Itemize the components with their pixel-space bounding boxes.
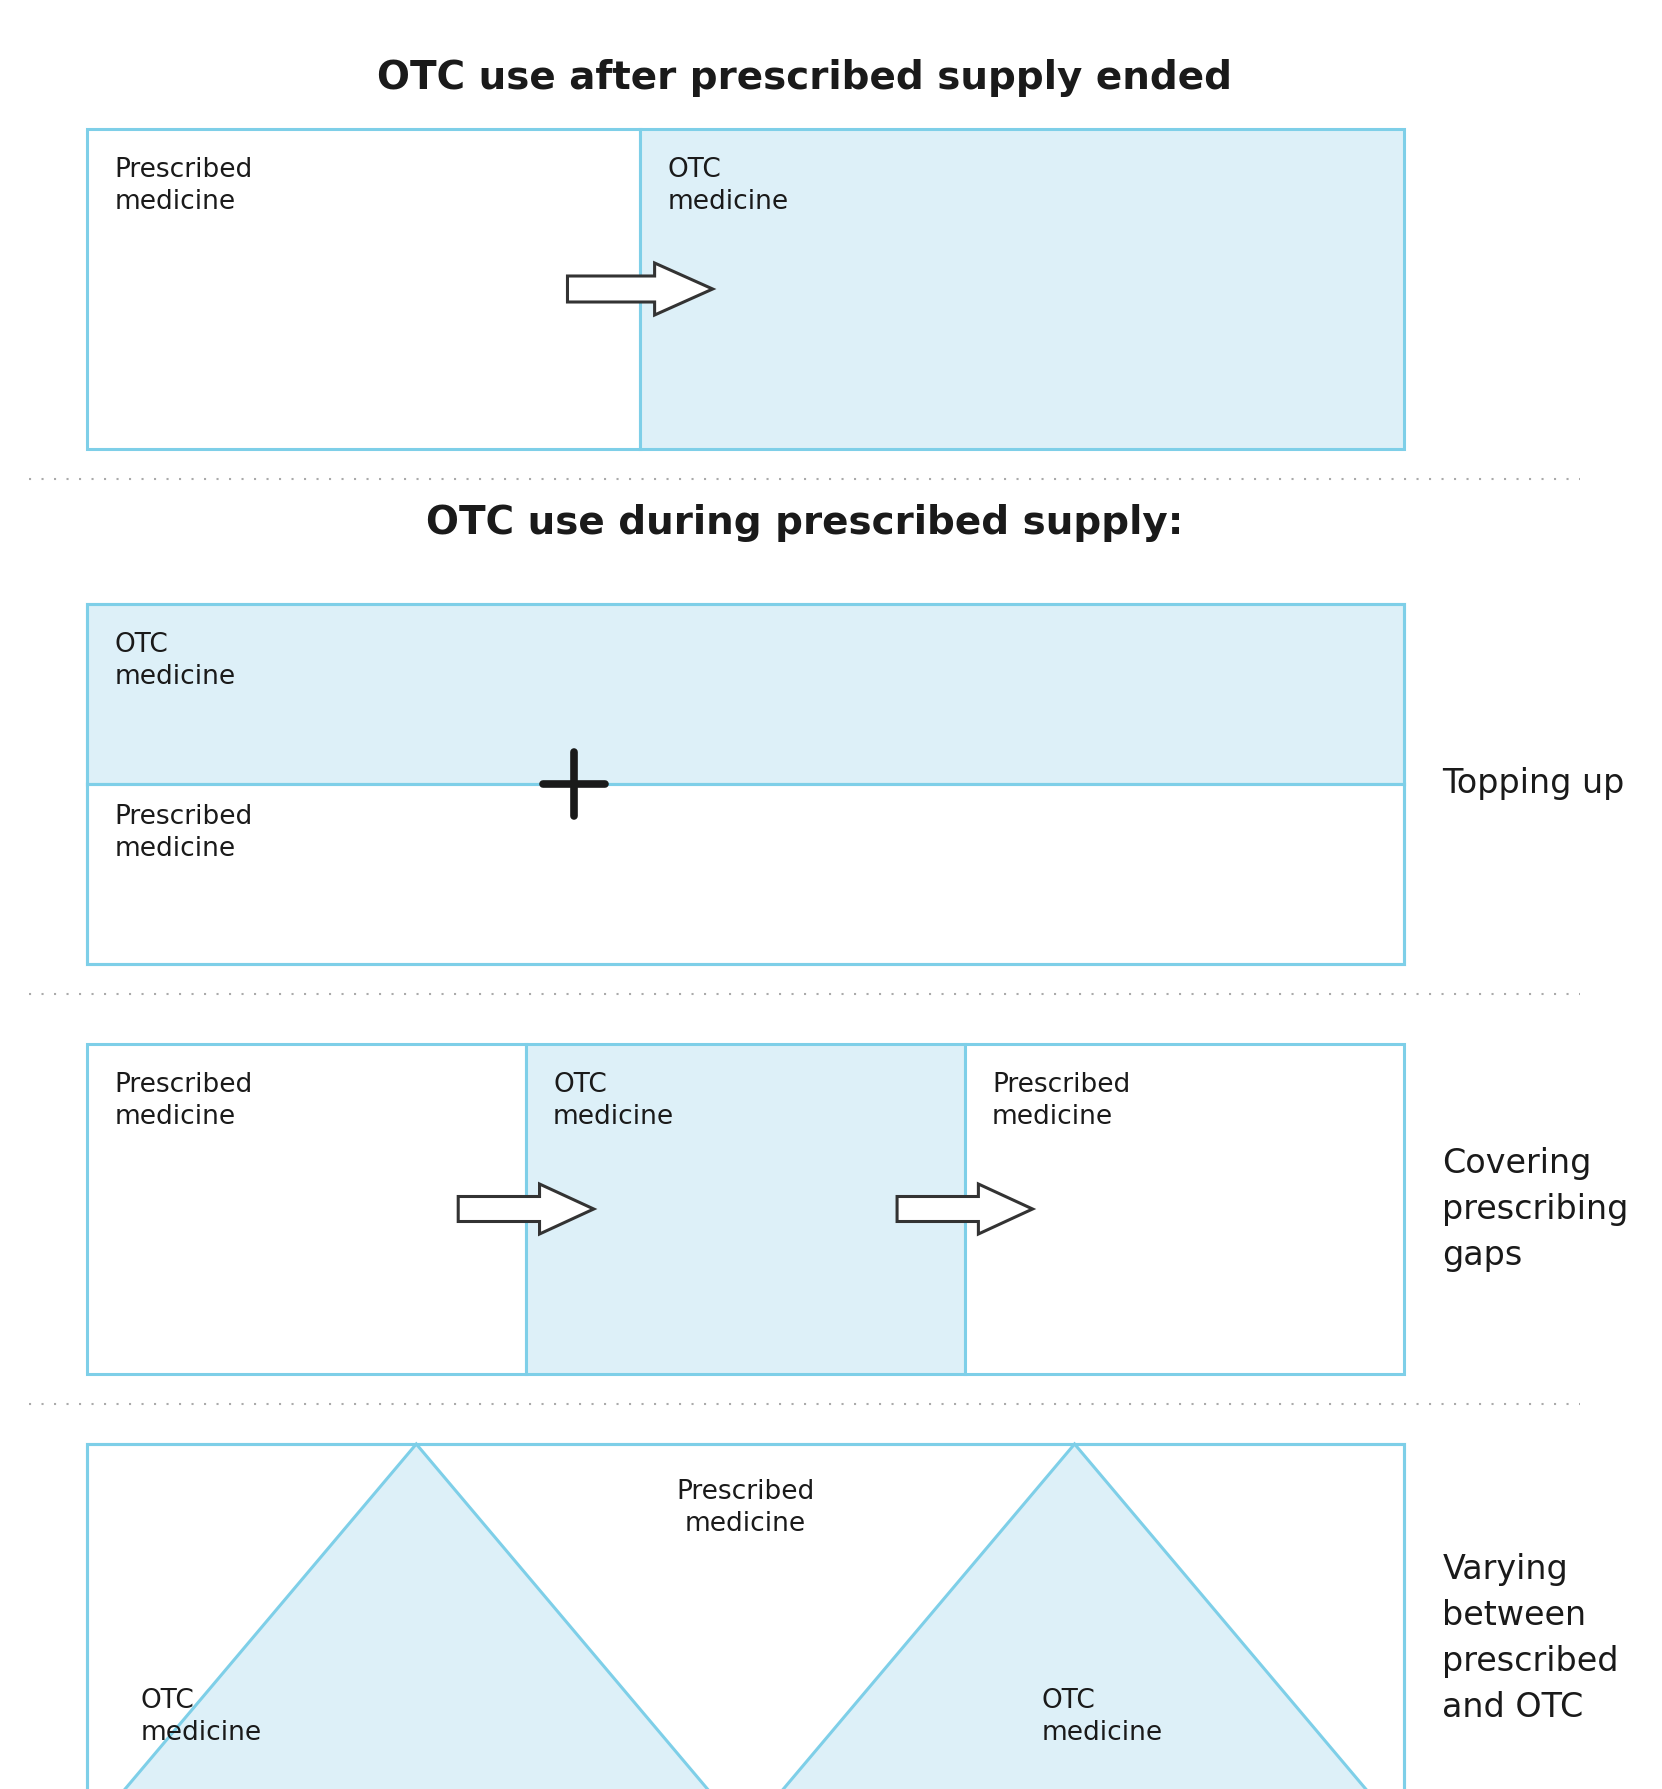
Bar	[86, 784, 1404, 964]
Text: OTC use during prescribed supply:: OTC use during prescribed supply:	[425, 504, 1183, 542]
Text: Prescribed
medicine: Prescribed medicine	[676, 1480, 814, 1537]
Polygon shape	[459, 1184, 593, 1234]
Bar	[525, 1045, 966, 1374]
Text: Topping up: Topping up	[1443, 767, 1625, 800]
Text: Prescribed
medicine: Prescribed medicine	[115, 1072, 253, 1131]
Text: Prescribed
medicine: Prescribed medicine	[992, 1072, 1130, 1131]
Bar	[640, 129, 1404, 449]
Bar	[86, 1444, 1404, 1789]
Text: Prescribed
medicine: Prescribed medicine	[115, 157, 253, 215]
Bar	[86, 1045, 525, 1374]
Bar	[86, 1444, 1404, 1789]
Bar	[966, 1045, 1404, 1374]
Text: Varying
between
prescribed
and OTC: Varying between prescribed and OTC	[1443, 1553, 1619, 1725]
Polygon shape	[86, 1444, 746, 1789]
Text: OTC
medicine: OTC medicine	[115, 632, 236, 691]
Polygon shape	[567, 263, 713, 315]
Polygon shape	[746, 1444, 1404, 1789]
Bar	[86, 605, 1404, 964]
Polygon shape	[897, 1184, 1032, 1234]
Bar	[86, 129, 640, 449]
Text: OTC
medicine: OTC medicine	[553, 1072, 675, 1131]
Text: OTC use after prescribed supply ended: OTC use after prescribed supply ended	[377, 59, 1232, 97]
Bar	[86, 605, 1404, 784]
Text: OTC
medicine: OTC medicine	[140, 1689, 261, 1746]
Text: Prescribed
medicine: Prescribed medicine	[115, 803, 253, 862]
Text: OTC
medicine: OTC medicine	[666, 157, 788, 215]
Text: Covering
prescribing
gaps: Covering prescribing gaps	[1443, 1147, 1629, 1272]
Text: OTC
medicine: OTC medicine	[1042, 1689, 1163, 1746]
